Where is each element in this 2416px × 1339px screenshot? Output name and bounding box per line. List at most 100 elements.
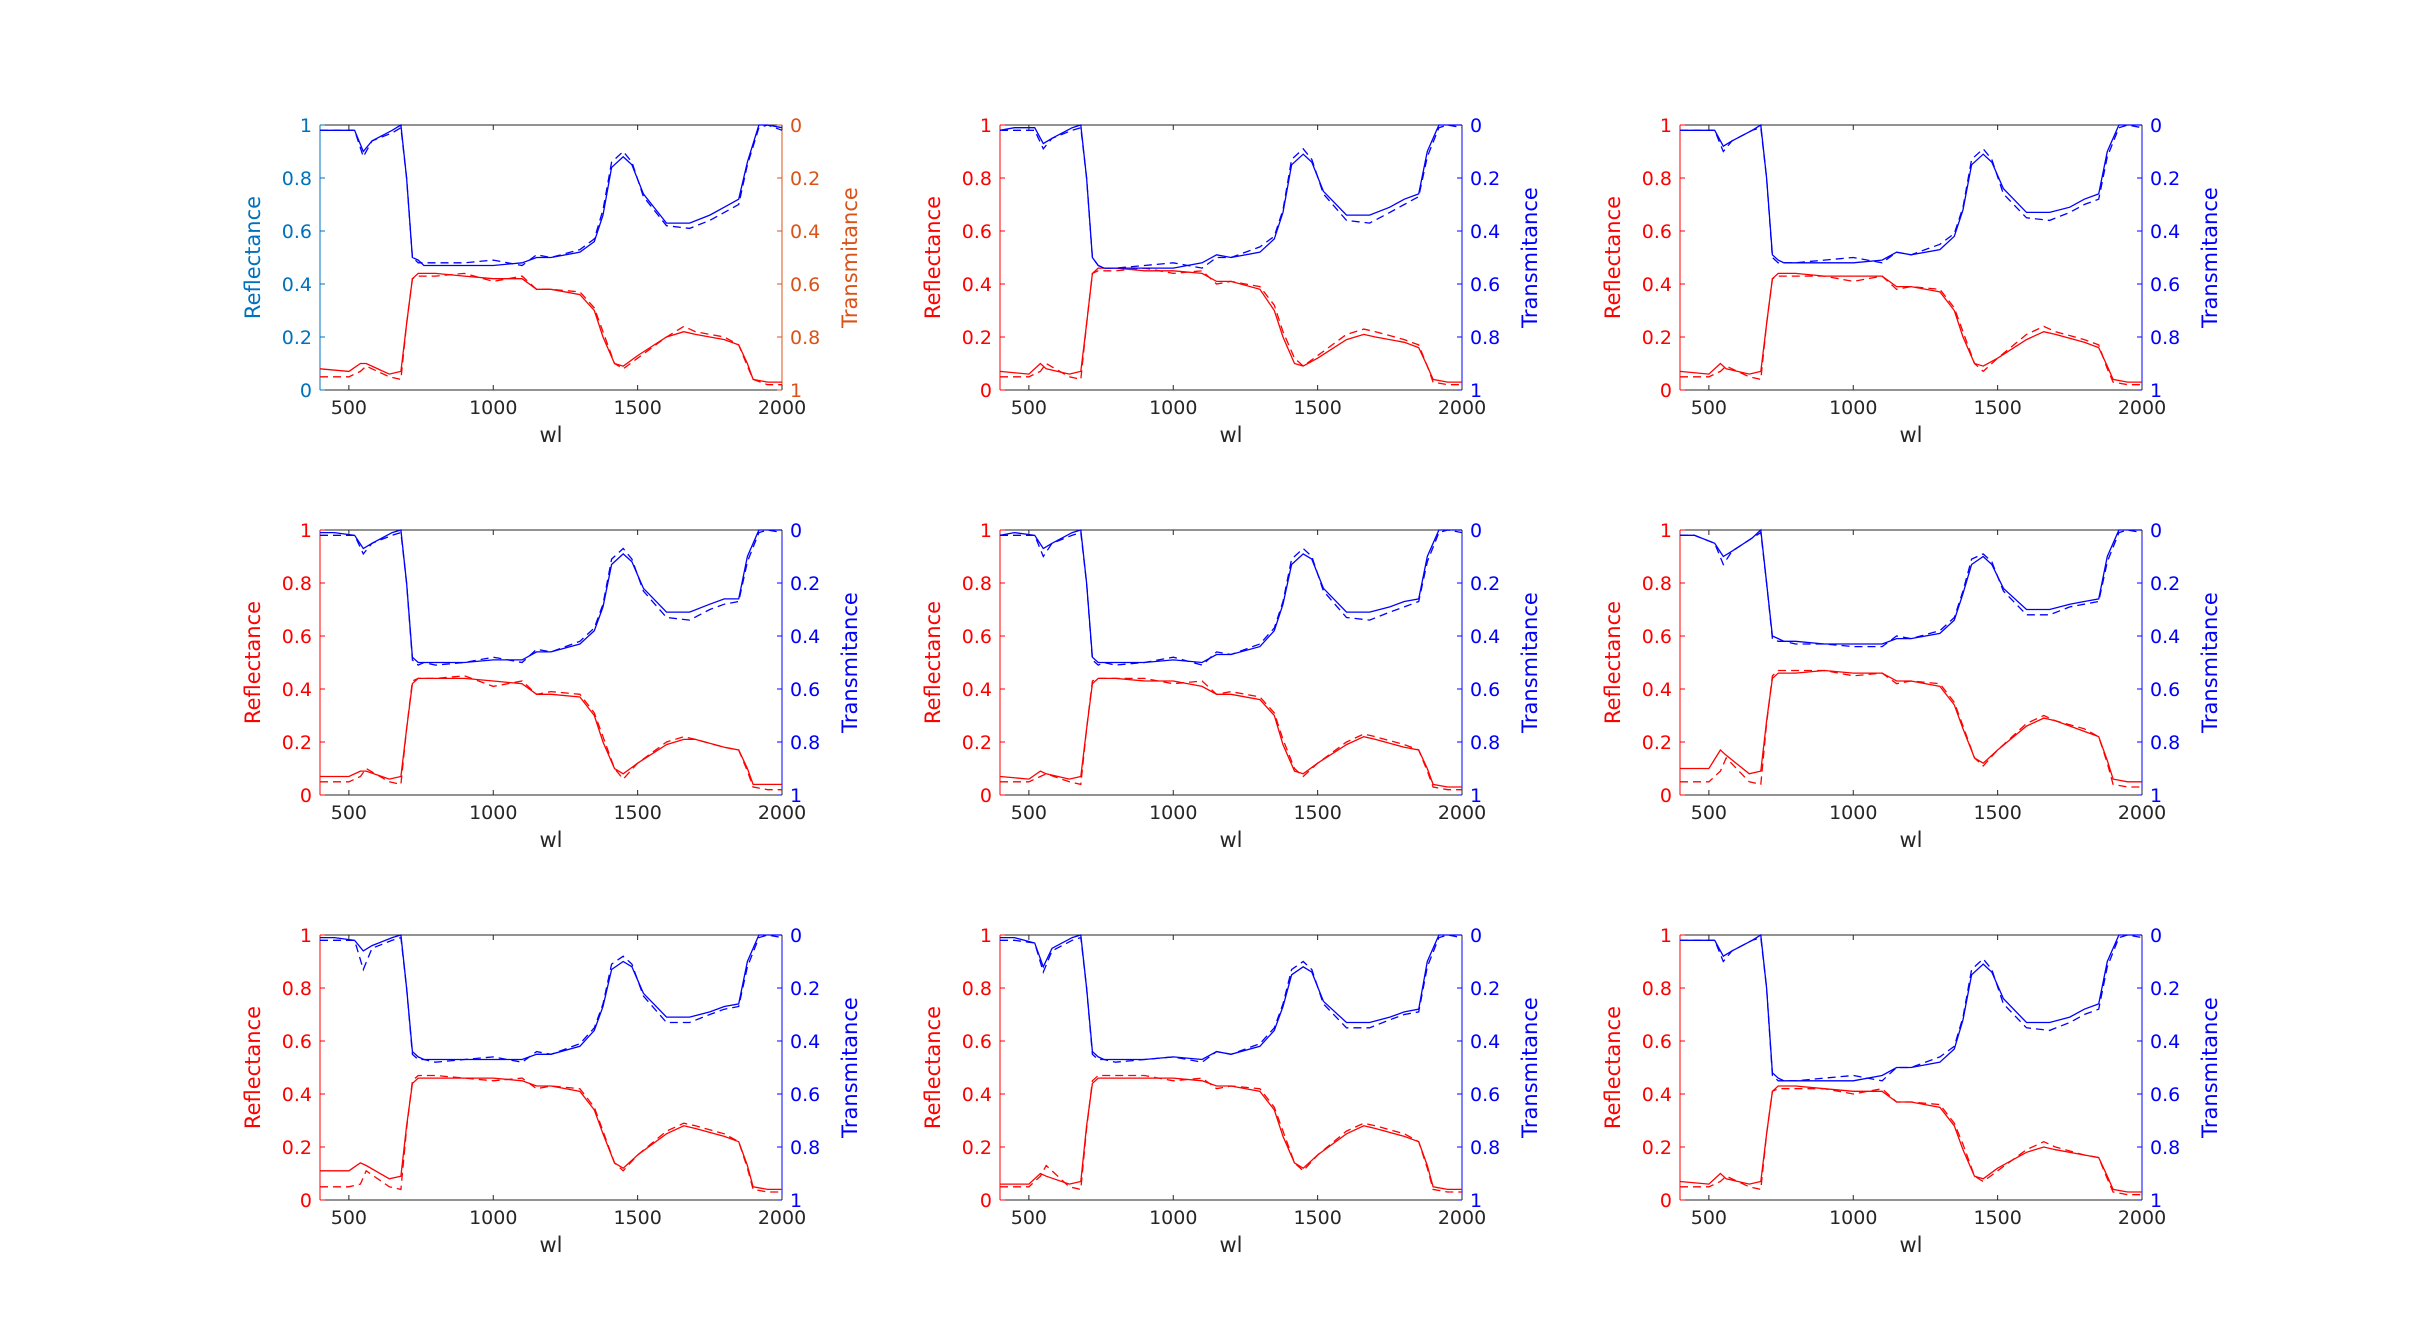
right-y-tick-label: 0.6 [1470,1084,1500,1106]
series-line-4 [1680,934,2143,1082]
series-line-1 [320,677,782,786]
left-y-tick-label: 0.8 [962,168,992,190]
x-axis-label: wl [539,828,562,852]
x-tick-label: 2000 [758,397,806,419]
left-y-tick-label: 0 [1660,380,1672,402]
x-tick-label: 500 [331,397,367,419]
right-y-tick-label: 0.8 [2150,327,2180,349]
left-y-tick-label: 0 [1660,785,1672,807]
right-y-tick-label: 1 [790,1190,802,1212]
right-y-tick-label: 0.4 [1470,626,1500,648]
left-y-tick-label: 0.2 [962,327,992,349]
x-tick-label: 1000 [1829,802,1877,824]
left-y-tick-label: 0.2 [282,327,312,349]
left-y-tick-label: 0.4 [1642,274,1672,296]
left-y-tick-label: 0 [300,1190,312,1212]
right-y-tick-label: 0.4 [790,221,820,243]
series-line-3 [1000,934,1462,1061]
left-y-tick-label: 0.2 [962,1137,992,1159]
right-y-tick-label: 0.6 [790,274,820,296]
right-y-tick-label: 0 [2150,925,2162,947]
x-tick-label: 2000 [2118,802,2166,824]
series-line-3 [1680,123,2142,264]
left-y-axis-label: Reflectance [1601,1006,1625,1129]
left-y-tick-label: 0.4 [962,1084,992,1106]
x-tick-label: 500 [331,802,367,824]
series-line-3 [999,124,1462,269]
left-y-tick-label: 0.6 [1642,1031,1672,1053]
left-y-tick-label: 1 [300,115,312,137]
x-tick-label: 1000 [1149,802,1197,824]
right-y-tick-label: 0 [1470,520,1482,542]
right-y-axis-label: Transmitance [2198,592,2222,734]
series-line-2 [1000,1074,1462,1193]
series-line-3 [320,123,783,267]
x-tick-label: 1500 [1973,397,2021,419]
right-y-tick-label: 0 [790,115,802,137]
series-line-4 [320,529,783,666]
series-line-2 [320,1074,782,1193]
right-y-tick-label: 0 [1470,115,1482,137]
series-line-1 [1000,1077,1462,1191]
right-y-tick-label: 0.2 [2150,168,2180,190]
x-tick-label: 2000 [2118,1207,2166,1229]
series-line-3 [320,934,782,1061]
left-y-tick-label: 0.8 [282,168,312,190]
subplot-2: 500 1000 1500 2000 0 0.2 0.4 0.6 0.8 1 0 0.2 0.4 0.6 0… [921,115,1542,447]
right-y-tick-label: 0.8 [1470,732,1500,754]
x-tick-label: 1500 [1973,802,2021,824]
right-y-tick-label: 0.4 [2150,1031,2180,1053]
x-tick-label: 500 [1011,1207,1047,1229]
right-y-tick-label: 0.6 [1470,679,1500,701]
series-line-2 [1000,267,1462,386]
right-y-tick-label: 0.2 [790,978,820,1000]
right-y-tick-label: 0.8 [790,732,820,754]
series-line-4 [320,934,783,1063]
subplot-8: 500 1000 1500 2000 0 0.2 0.4 0.6 0.8 1 0 0.2 0.4 0.6 0… [921,925,1542,1257]
left-y-tick-label: 0.4 [1642,679,1672,701]
left-y-axis-label: Reflectance [1601,196,1625,319]
x-tick-label: 500 [1691,802,1727,824]
series-line-4 [1680,529,2143,648]
x-tick-label: 1500 [1293,1207,1341,1229]
left-y-tick-label: 0.8 [1642,573,1672,595]
left-y-tick-label: 1 [980,925,992,947]
left-y-axis-label: Reflectance [921,1006,945,1129]
right-y-tick-label: 0.2 [1470,168,1500,190]
x-tick-label: 1000 [469,397,517,419]
left-y-axis-label: Reflectance [921,196,945,319]
x-tick-label: 1500 [613,397,661,419]
left-y-tick-label: 0.2 [1642,327,1672,349]
left-y-tick-label: 1 [300,925,312,947]
series-line-1 [999,267,1462,383]
series-line-2 [1680,275,2142,386]
series-line-3 [320,529,782,664]
right-y-tick-label: 0 [1470,925,1482,947]
subplot-9: 500 1000 1500 2000 0 0.2 0.4 0.6 0.8 1 0 0.2 0.4 0.6 0… [1601,925,2222,1257]
right-y-tick-label: 0.2 [1470,978,1500,1000]
right-y-tick-label: 1 [790,380,802,402]
x-tick-label: 1000 [1829,1207,1877,1229]
x-axis-label: wl [539,1233,562,1257]
left-y-axis-label: Reflectance [241,196,265,319]
right-y-axis-label: Transmitance [838,592,862,734]
left-y-axis-label: Reflectance [921,601,945,724]
right-y-axis-label: Transmitance [838,187,862,329]
left-y-tick-label: 0 [980,1190,992,1212]
right-y-tick-label: 0 [790,520,802,542]
series-line-2 [320,675,782,791]
left-y-tick-label: 0.2 [1642,1137,1672,1159]
left-y-tick-label: 0.2 [1642,732,1672,754]
right-y-axis-label: Transmitance [2198,187,2222,329]
series-line-1 [319,272,782,383]
right-y-tick-label: 0.6 [2150,274,2180,296]
series-line-4 [1000,124,1463,269]
left-y-axis-label: Reflectance [241,601,265,724]
right-y-tick-label: 0 [2150,520,2162,542]
series-line-2 [320,272,782,386]
x-axis-label: wl [1899,423,1922,447]
right-y-tick-label: 0.2 [2150,978,2180,1000]
right-y-axis-label: Transmitance [1518,187,1542,329]
x-tick-label: 500 [331,1207,367,1229]
right-y-tick-label: 0.4 [790,626,820,648]
